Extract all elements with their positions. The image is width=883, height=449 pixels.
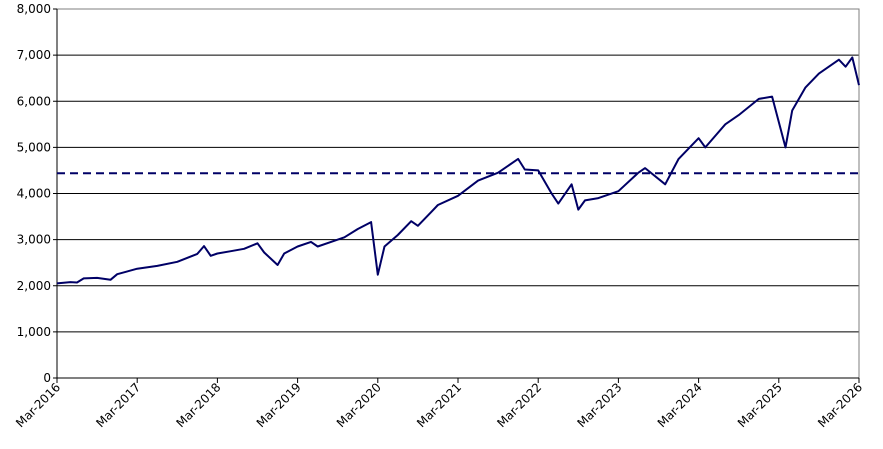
x-axis-tick-marks <box>56 378 860 383</box>
gridlines <box>57 8 859 333</box>
y-tick-label: 5,000 <box>17 140 51 154</box>
x-tick-label: Mar-2020 <box>334 380 384 430</box>
y-tick-label: 2,000 <box>17 279 51 293</box>
x-tick-label: Mar-2017 <box>93 380 143 430</box>
series-line <box>56 56 860 285</box>
y-tick-label: 6,000 <box>17 94 51 108</box>
y-axis-tick-labels: 0 1,000 2,000 3,000 4,000 5,000 6,000 7,000 8,00… <box>17 2 57 385</box>
y-tick-label: 1,000 <box>17 325 51 339</box>
x-tick-label: Mar-2025 <box>735 380 785 430</box>
y-tick-label: 4,000 <box>17 187 51 201</box>
y-tick-label: 3,000 <box>17 233 51 247</box>
x-tick-label: Mar-2022 <box>494 380 544 430</box>
x-tick-label: Mar-2026 <box>815 380 865 430</box>
x-tick-label: Mar-2023 <box>574 380 624 430</box>
x-tick-label: Mar-2024 <box>655 380 705 430</box>
x-tick-label: Mar-2016 <box>13 380 63 430</box>
x-tick-label: Mar-2019 <box>254 380 304 430</box>
x-tick-label: Mar-2018 <box>173 380 223 430</box>
y-tick-label: 0 <box>43 371 51 385</box>
x-tick-label: Mar-2021 <box>414 380 464 430</box>
y-tick-label: 8,000 <box>17 2 51 16</box>
y-tick-label: 7,000 <box>17 48 51 62</box>
x-axis-tick-labels: Mar-2016 Mar-2017 Mar-2018 Mar-2019 Mar-2020… <box>13 380 865 430</box>
